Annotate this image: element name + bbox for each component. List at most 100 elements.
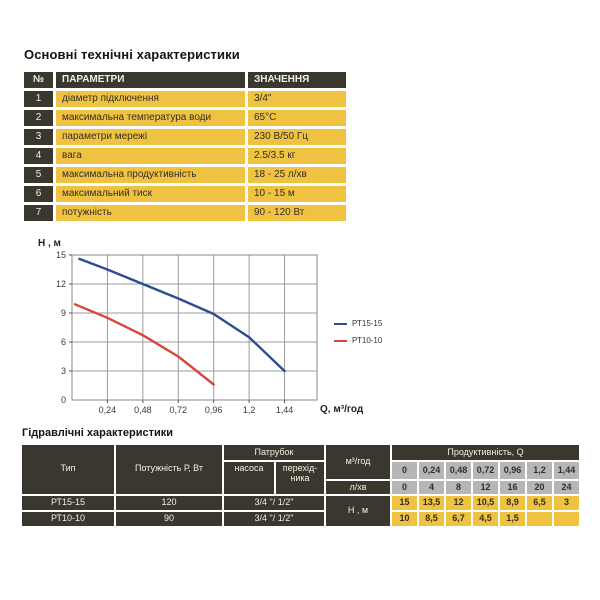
- specs-table: № ПАРАМЕТРИ ЗНАЧЕННЯ 1 діаметр підключен…: [21, 69, 349, 224]
- hydra-header-power: Потужність Р, Вт: [116, 445, 222, 494]
- flow-value: 24: [554, 481, 579, 494]
- spec-number: 1: [24, 91, 53, 107]
- svg-text:0,72: 0,72: [169, 405, 187, 415]
- flow-value: 0,24: [419, 462, 444, 479]
- svg-text:9: 9: [61, 308, 66, 318]
- chart-legend: РТ15-15 РТ10-10: [334, 315, 382, 349]
- head-value: 8,5: [419, 512, 444, 526]
- svg-text:0,48: 0,48: [134, 405, 152, 415]
- svg-text:15: 15: [56, 250, 66, 260]
- head-value: [554, 512, 579, 526]
- hydra-unit-m3: м³/год: [326, 445, 390, 479]
- specs-header-param: ПАРАМЕТРИ: [56, 72, 245, 88]
- spec-parameter: максимальна продуктивність: [56, 167, 245, 183]
- pump-curve-chart: 0,24 0,48 0,72 0,96 1,2 1,44 0 3 6 9 12 15: [0, 236, 430, 431]
- legend-item: РТ15-15: [334, 315, 382, 332]
- spec-number: 5: [24, 167, 53, 183]
- pump-pipe: 3/4 "/ 1/2": [224, 512, 324, 526]
- flow-value: 16: [500, 481, 525, 494]
- spec-parameter: діаметр підключення: [56, 91, 245, 107]
- pump-power: 90: [116, 512, 222, 526]
- spec-number: 7: [24, 205, 53, 221]
- specs-row: 2 максимальна температура води 65°С: [24, 110, 346, 126]
- hydra-header-row3: л/хв 0 4 8 12 16 20 24: [22, 481, 579, 494]
- spec-parameter: потужність: [56, 205, 245, 221]
- hydra-data-row: РТ15-15 120 3/4 "/ 1/2" Н , м 15 13,5 12 10…: [22, 496, 579, 526]
- spec-value: 230 В/50 Гц: [248, 129, 346, 145]
- spec-parameter: параметри мережі: [56, 129, 245, 145]
- head-value: 1,5: [500, 512, 525, 526]
- spec-number: 2: [24, 110, 53, 126]
- spec-parameter: максимальна температура води: [56, 110, 245, 126]
- head-value: 4,5: [473, 512, 498, 526]
- head-value: 6,7: [446, 512, 471, 526]
- head-value: [527, 512, 552, 526]
- head-value: 13,5: [419, 496, 444, 510]
- spec-value: 18 - 25 л/хв: [248, 167, 346, 183]
- chart-canvas: 0,24 0,48 0,72 0,96 1,2 1,44 0 3 6 9 12 15: [56, 250, 318, 415]
- specs-header-num: №: [24, 72, 53, 88]
- flow-value: 0: [392, 462, 417, 479]
- head-value: 10: [392, 512, 417, 526]
- spec-number: 4: [24, 148, 53, 164]
- svg-text:6: 6: [61, 337, 66, 347]
- flow-value: 4: [419, 481, 444, 494]
- legend-item: РТ10-10: [334, 332, 382, 349]
- spec-value: 2.5/3.5 кг: [248, 148, 346, 164]
- specs-row: 1 діаметр підключення 3/4": [24, 91, 346, 107]
- specs-header-value: ЗНАЧЕННЯ: [248, 72, 346, 88]
- legend-swatch-icon: [334, 339, 347, 342]
- svg-text:1,2: 1,2: [243, 405, 256, 415]
- svg-text:1,44: 1,44: [276, 405, 294, 415]
- specs-row: 6 максимальний тиск 10 - 15 м: [24, 186, 346, 202]
- specs-row: 7 потужність 90 - 120 Вт: [24, 205, 346, 221]
- hydra-header-row2: насоса перехід-ника 0 0,24 0,48 0,72 0,96 1,2…: [22, 462, 579, 494]
- head-value: 12: [446, 496, 471, 510]
- flow-value: 0,72: [473, 462, 498, 479]
- flow-value: 0,96: [500, 462, 525, 479]
- hydra-head-label: Н , м: [326, 496, 390, 526]
- svg-text:0,96: 0,96: [205, 405, 223, 415]
- flow-value: 0,48: [446, 462, 471, 479]
- head-value: 10,5: [473, 496, 498, 510]
- spec-value: 90 - 120 Вт: [248, 205, 346, 221]
- section-title-hydraulics: Гідравлічні характеристики: [22, 427, 174, 439]
- hydraulics-table: Тип Потужність Р, Вт Патрубок м³/год Про…: [20, 443, 581, 528]
- svg-text:0,24: 0,24: [99, 405, 117, 415]
- hydra-header-row1: Тип Потужність Р, Вт Патрубок м³/год Про…: [22, 445, 579, 494]
- legend-label: РТ10-10: [352, 336, 383, 345]
- flow-value: 0: [392, 481, 417, 494]
- chart-y-axis-label: Н , м: [38, 238, 61, 249]
- flow-value: 8: [446, 481, 471, 494]
- pump-power: 120: [116, 496, 222, 510]
- spec-value: 65°С: [248, 110, 346, 126]
- head-value: 15: [392, 496, 417, 510]
- spec-number: 6: [24, 186, 53, 202]
- section-title-specs: Основні технічні характеристики: [24, 47, 240, 62]
- spec-number: 3: [24, 129, 53, 145]
- pump-type: РТ10-10: [22, 512, 114, 526]
- svg-text:12: 12: [56, 279, 66, 289]
- flow-value: 1,2: [527, 462, 552, 479]
- svg-text:0: 0: [61, 395, 66, 405]
- specs-row: 5 максимальна продуктивність 18 - 25 л/х…: [24, 167, 346, 183]
- pump-type: РТ15-15: [22, 496, 114, 510]
- hydra-data-row: РТ10-10 90 3/4 "/ 1/2" 10 8,5 6,7 4,5 1,5: [22, 512, 579, 526]
- legend-swatch-icon: [334, 322, 347, 325]
- hydra-pipe-pump: насоса: [224, 462, 274, 494]
- hydra-unit-l: л/хв: [326, 481, 390, 494]
- flow-value: 1,44: [554, 462, 579, 479]
- pump-pipe: 3/4 "/ 1/2": [224, 496, 324, 510]
- flow-value: 12: [473, 481, 498, 494]
- head-value: 6,5: [527, 496, 552, 510]
- spec-value: 3/4": [248, 91, 346, 107]
- specs-row: 4 вага 2.5/3.5 кг: [24, 148, 346, 164]
- svg-text:3: 3: [61, 366, 66, 376]
- head-value: 8,9: [500, 496, 525, 510]
- spec-value: 10 - 15 м: [248, 186, 346, 202]
- hydra-header-type: Тип: [22, 445, 114, 494]
- head-value: 3: [554, 496, 579, 510]
- hydra-header-flow: Продуктивність, Q: [392, 445, 579, 460]
- hydra-header-pipe: Патрубок: [224, 445, 324, 460]
